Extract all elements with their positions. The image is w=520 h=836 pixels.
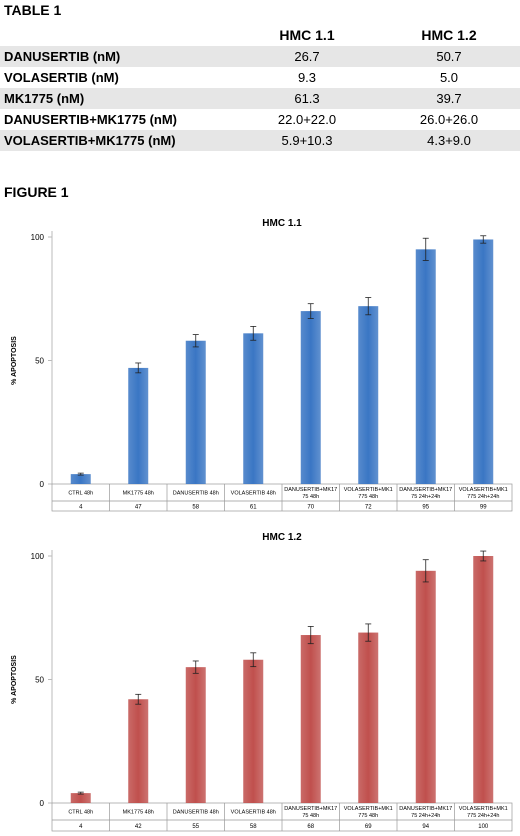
data-value-label: 4 (79, 505, 83, 511)
bar (300, 311, 321, 484)
data-value-label: 69 (365, 824, 372, 830)
x-category-label: DANUSERTIB+MK17 (399, 806, 452, 812)
cell-hmc12: 4.3+9.0 (378, 130, 520, 151)
data-value-label: 58 (192, 505, 199, 511)
x-category-label: 775 48h (358, 813, 378, 819)
y-tick-label: 100 (31, 552, 45, 561)
data-value-label: 55 (192, 824, 199, 830)
data-value-label: 47 (135, 505, 142, 511)
x-category-label: DANUSERTIB 48h (173, 491, 219, 497)
bar (128, 699, 149, 803)
x-category-label: VOLASERTIB+MK1 (459, 487, 508, 493)
table-row: VOLASERTIB+MK1775 (nM) 5.9+10.3 4.3+9.0 (0, 130, 520, 151)
cell-hmc12: 26.0+26.0 (419, 112, 479, 127)
table-header-row: HMC 1.1 HMC 1.2 (0, 24, 520, 46)
bar (243, 659, 264, 803)
data-value-label: 58 (250, 824, 257, 830)
cell-hmc11: 5.9+10.3 (236, 130, 378, 151)
x-category-label: VOLASERTIB+MK1 (459, 806, 508, 812)
y-tick-label: 0 (40, 799, 45, 808)
data-value-label: 100 (478, 824, 489, 830)
y-axis-label: % APOPTOSIS (11, 336, 18, 385)
x-category-label: DANUSERTIB 48h (173, 810, 219, 816)
table-corner (0, 24, 236, 46)
column-header-hmc12: HMC 1.2 (421, 27, 477, 43)
x-category-label: 75 48h (302, 813, 319, 819)
cell-hmc11: 61.3 (236, 88, 378, 109)
chart-title: HMC 1.1 (262, 218, 302, 229)
bar (185, 340, 206, 484)
data-value-label: 99 (480, 505, 487, 511)
row-label: DANUSERTIB+MK1775 (nM) (4, 112, 177, 127)
table-row: VOLASERTIB (nM) 9.3 5.0 (0, 67, 520, 88)
bar (70, 474, 91, 484)
cell-hmc11: 9.3 (297, 70, 317, 85)
table-heading: TABLE 1 (4, 2, 62, 18)
x-category-label: VOLASERTIB+MK1 (344, 806, 393, 812)
cell-hmc11: 22.0+22.0 (277, 112, 337, 127)
data-value-label: 4 (79, 824, 83, 830)
data-value-label: 61 (250, 505, 257, 511)
x-category-label: VOLASERTIB 48h (231, 491, 276, 497)
y-tick-label: 100 (31, 233, 45, 242)
bar (300, 635, 321, 803)
x-category-label: 775 24h+24h (467, 813, 499, 819)
chart-hmc11: HMC 1.1 % APOPTOSIS 0 50 100 CTRL 48h 4 MK1775 … (11, 218, 513, 512)
x-category-label: DANUSERTIB+MK17 (284, 806, 337, 812)
table-row: MK1775 (nM) 61.3 39.7 (0, 88, 520, 109)
data-value-label: 72 (365, 505, 372, 511)
bar (415, 570, 436, 803)
bar (70, 793, 91, 803)
row-label: MK1775 (nM) (0, 88, 236, 109)
bar (358, 632, 379, 803)
data-value-label: 70 (307, 505, 314, 511)
bar (358, 306, 379, 484)
cell-hmc12: 50.7 (378, 46, 520, 67)
bar (128, 367, 149, 484)
column-header-hmc11: HMC 1.1 (279, 27, 335, 43)
bar (473, 556, 494, 803)
figure-heading: FIGURE 1 (4, 184, 69, 200)
row-label: DANUSERTIB (nM) (0, 46, 236, 67)
x-category-label: 75 24h+24h (411, 494, 440, 500)
data-value-label: 95 (422, 505, 429, 511)
x-category-label: 775 48h (358, 494, 378, 500)
y-tick-label: 50 (35, 676, 44, 685)
chart-hmc12: HMC 1.2 % APOPTOSIS 0 50 100 CTRL 48h 4 MK1775 … (11, 532, 513, 832)
x-category-label: VOLASERTIB 48h (231, 810, 276, 816)
table-row: DANUSERTIB+MK1775 (nM) 22.0+22.0 26.0+26… (0, 109, 520, 130)
x-category-label: MK1775 48h (123, 491, 154, 497)
x-category-label: CTRL 48h (68, 810, 93, 816)
x-category-label: DANUSERTIB+MK17 (399, 487, 452, 493)
bar (473, 239, 494, 484)
row-label: VOLASERTIB (nM) (4, 70, 119, 85)
y-tick-label: 50 (35, 357, 44, 366)
x-category-label: 775 24h+24h (467, 494, 499, 500)
row-label: VOLASERTIB+MK1775 (nM) (0, 130, 236, 151)
x-category-label: VOLASERTIB+MK1 (344, 487, 393, 493)
chart-title: HMC 1.2 (262, 532, 302, 543)
x-category-label: MK1775 48h (123, 810, 154, 816)
bar (243, 333, 264, 484)
data-value-label: 68 (307, 824, 314, 830)
x-category-label: 75 48h (302, 494, 319, 500)
data-value-label: 42 (135, 824, 142, 830)
cell-hmc12: 39.7 (378, 88, 520, 109)
bar (415, 249, 436, 484)
y-tick-label: 0 (40, 480, 45, 489)
x-category-label: DANUSERTIB+MK17 (284, 487, 337, 493)
ic50-table: HMC 1.1 HMC 1.2 DANUSERTIB (nM) 26.7 50.… (0, 24, 520, 151)
bar (185, 667, 206, 803)
table-row: DANUSERTIB (nM) 26.7 50.7 (0, 46, 520, 67)
data-value-label: 94 (422, 824, 429, 830)
x-category-label: 75 24h+24h (411, 813, 440, 819)
cell-hmc12: 5.0 (439, 70, 459, 85)
y-axis-label: % APOPTOSIS (11, 655, 18, 704)
x-category-label: CTRL 48h (68, 491, 93, 497)
cell-hmc11: 26.7 (236, 46, 378, 67)
